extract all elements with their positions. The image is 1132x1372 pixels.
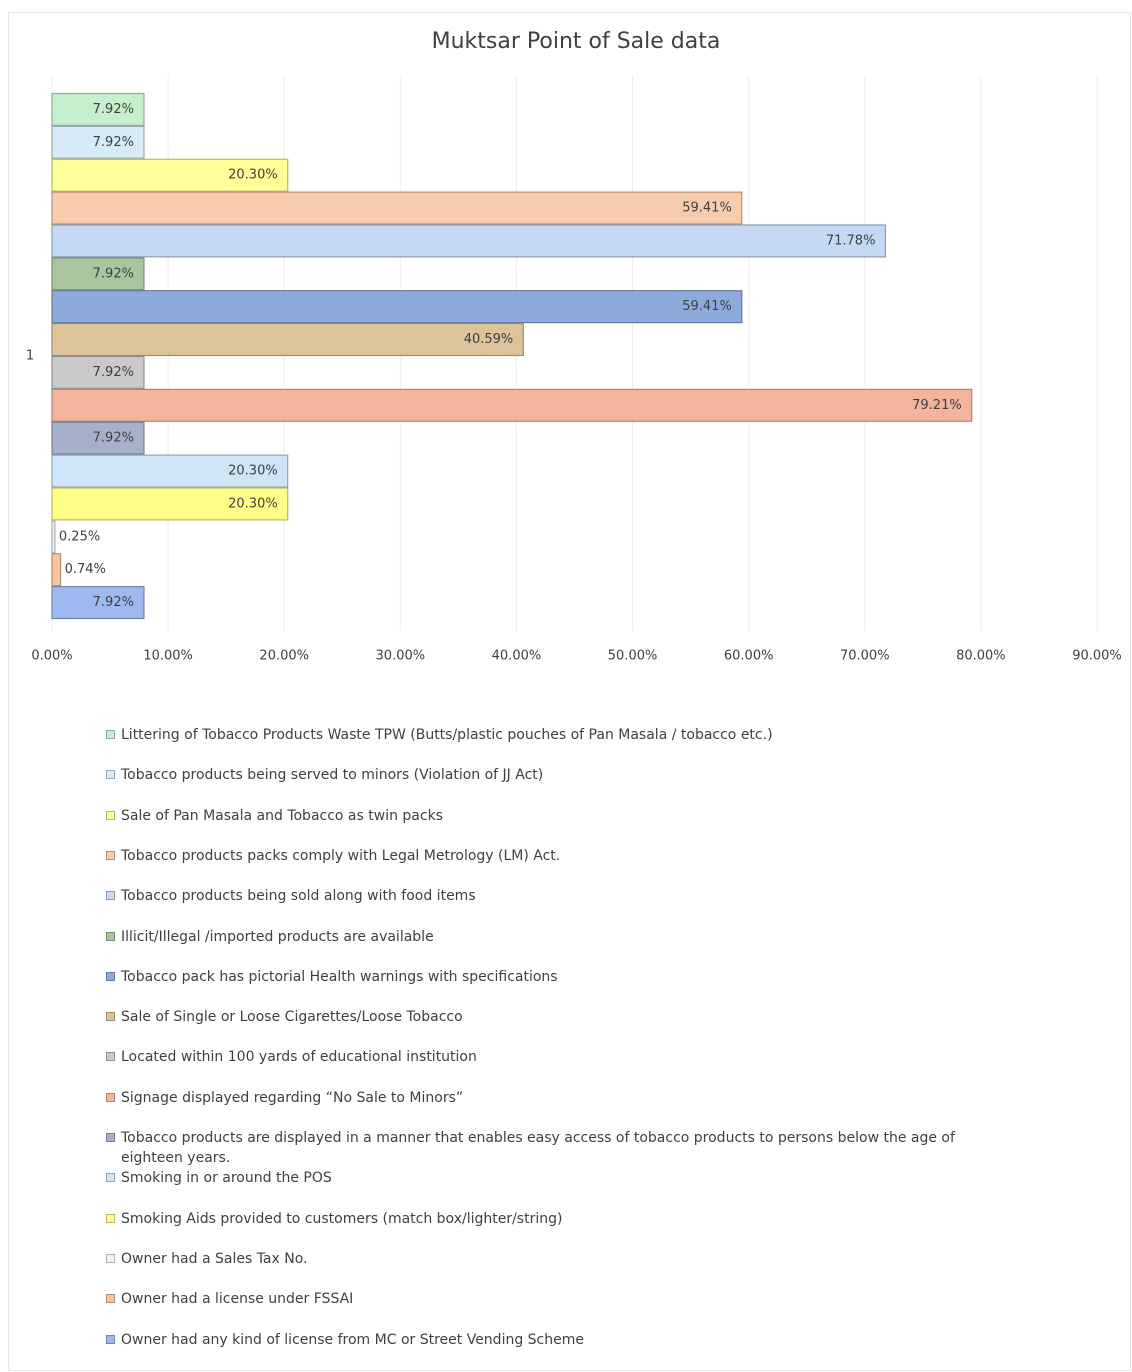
legend-swatch — [106, 770, 115, 780]
legend-swatch — [106, 1012, 115, 1022]
x-tick-label: 60.00% — [724, 649, 774, 664]
legend-item: Owner had any kind of license from MC or… — [104, 1330, 1014, 1350]
legend-item: Littering of Tobacco Products Waste TPW … — [104, 725, 1014, 745]
legend-label: Located within 100 yards of educational … — [121, 1049, 477, 1066]
bar — [51, 421, 145, 455]
legend-swatch — [106, 1052, 115, 1062]
legend-item: Sale of Single or Loose Cigarettes/Loose… — [104, 1007, 1014, 1027]
legend-swatch — [106, 1213, 115, 1223]
legend-label: Sale of Pan Masala and Tobacco as twin p… — [121, 807, 443, 824]
legend-swatch — [106, 850, 115, 860]
x-tick-label: 80.00% — [956, 649, 1006, 664]
legend-swatch — [106, 1133, 115, 1142]
legend-swatch — [106, 891, 115, 901]
chart-border — [8, 12, 1131, 1371]
legend-label: Smoking in or around the POS — [121, 1170, 332, 1187]
chart-title: Muktsar Point of Sale data — [432, 29, 721, 54]
x-tick-label: 20.00% — [259, 649, 309, 664]
data-label: 7.92% — [93, 266, 134, 281]
bar — [51, 191, 743, 225]
x-tick-label: 30.00% — [376, 649, 426, 664]
legend-item: Tobacco products packs comply with Legal… — [104, 846, 1014, 866]
bar — [51, 224, 887, 258]
bar — [51, 290, 743, 324]
x-tick-label: 40.00% — [492, 649, 542, 664]
y-tick-label: 1 — [26, 349, 34, 364]
legend-swatch — [106, 971, 115, 981]
data-label: 59.41% — [682, 201, 732, 216]
legend-item: Illicit/Illegal /imported products are a… — [104, 927, 1014, 947]
legend-label: Sale of Single or Loose Cigarettes/Loose… — [121, 1009, 463, 1026]
legend-item: Tobacco products are displayed in a mann… — [104, 1128, 1014, 1168]
legend-label: Smoking Aids provided to customers (matc… — [121, 1210, 563, 1227]
data-label: 20.30% — [228, 496, 278, 511]
data-label: 0.25% — [59, 529, 100, 544]
data-label: 7.92% — [93, 135, 134, 150]
legend-swatch — [106, 1173, 115, 1183]
bar — [51, 355, 145, 389]
data-label: 71.78% — [826, 233, 876, 248]
bar — [51, 257, 145, 291]
legend-swatch — [106, 1092, 115, 1102]
bar — [51, 487, 289, 521]
legend-label: Tobacco pack has pictorial Health warnin… — [121, 968, 558, 985]
x-tick-label: 50.00% — [608, 649, 658, 664]
data-label: 40.59% — [464, 332, 514, 347]
legend-item: Tobacco products being served to minors … — [104, 765, 1014, 785]
legend-label: Tobacco products being sold along with f… — [121, 888, 476, 905]
data-label: 7.92% — [93, 365, 134, 380]
legend-label: Tobacco products packs comply with Legal… — [121, 847, 561, 864]
legend-item: Signage displayed regarding “No Sale to … — [104, 1088, 1014, 1108]
x-tick-label: 10.00% — [143, 649, 193, 664]
bar — [51, 92, 145, 126]
legend-item: Smoking in or around the POS — [104, 1168, 1014, 1188]
bar — [51, 586, 145, 620]
data-label: 20.30% — [228, 464, 278, 479]
legend-item: Tobacco products being sold along with f… — [104, 886, 1014, 906]
data-label: 7.92% — [93, 595, 134, 610]
legend-swatch — [106, 1253, 115, 1263]
legend-swatch — [106, 1294, 115, 1304]
legend-label: Owner had a license under FSSAI — [121, 1291, 354, 1308]
legend-label: Littering of Tobacco Products Waste TPW … — [121, 727, 773, 743]
legend-label: Owner had a Sales Tax No. — [121, 1250, 308, 1267]
legend-item: Sale of Pan Masala and Tobacco as twin p… — [104, 806, 1014, 826]
legend-swatch — [106, 810, 115, 820]
data-label: 20.30% — [228, 168, 278, 183]
legend-item: Owner had a Sales Tax No. — [104, 1249, 1014, 1269]
x-tick-label: 0.00% — [31, 649, 72, 664]
data-label: 7.92% — [93, 431, 134, 446]
legend-label: Tobacco products being served to minors … — [121, 767, 544, 784]
legend-swatch — [106, 730, 115, 739]
legend-swatch — [106, 931, 115, 941]
legend-item: Smoking Aids provided to customers (matc… — [104, 1209, 1014, 1229]
legend-label: Signage displayed regarding “No Sale to … — [121, 1089, 464, 1106]
bar — [51, 158, 289, 192]
legend-label: Tobacco products are displayed in a mann… — [121, 1130, 955, 1166]
data-label: 59.41% — [682, 299, 732, 314]
legend-label: Illicit/Illegal /imported products are a… — [121, 928, 434, 945]
bar — [51, 520, 56, 554]
data-label: 7.92% — [93, 102, 134, 117]
legend-item: Owner had a license under FSSAI — [104, 1289, 1014, 1309]
data-label: 0.74% — [65, 562, 106, 577]
legend-item: Tobacco pack has pictorial Health warnin… — [104, 967, 1014, 987]
legend-swatch — [106, 1334, 115, 1344]
bar — [51, 125, 145, 159]
bar — [51, 323, 524, 357]
x-tick-label: 70.00% — [840, 649, 890, 664]
legend-label: Owner had any kind of license from MC or… — [121, 1331, 584, 1348]
legend-item: Located within 100 yards of educational … — [104, 1047, 1014, 1067]
bar — [51, 388, 973, 422]
bar — [51, 553, 62, 587]
bar — [51, 454, 289, 488]
x-tick-label: 90.00% — [1072, 649, 1122, 664]
data-label: 79.21% — [912, 398, 962, 413]
